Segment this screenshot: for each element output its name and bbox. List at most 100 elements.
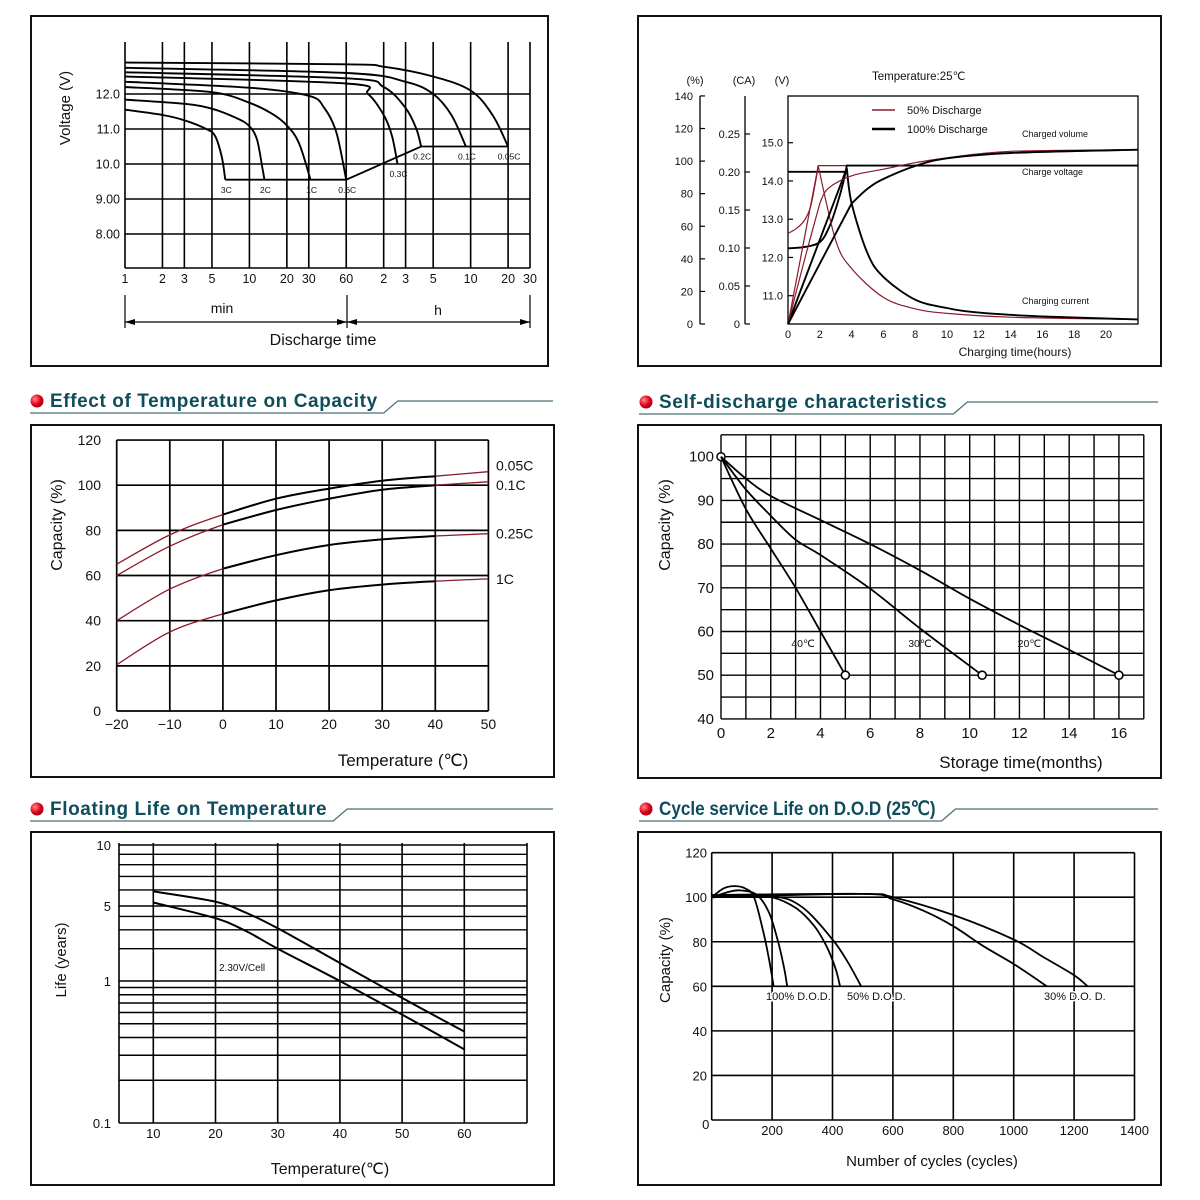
x-tick-label: 0 bbox=[785, 329, 791, 341]
x-tick-label: 30 bbox=[270, 1126, 284, 1141]
x-tick-label: 10 bbox=[464, 272, 478, 286]
annotation-charge-voltage: Charge voltage bbox=[1022, 167, 1083, 177]
x-tick-label: 10 bbox=[941, 329, 953, 341]
x-tick-label: 600 bbox=[882, 1123, 904, 1138]
current-tick-label: 0.10 bbox=[719, 243, 740, 255]
float-voltage-annotation: 2.30V/Cell bbox=[219, 963, 265, 974]
y-tick-label: 120 bbox=[78, 432, 102, 448]
x-axis-title: Number of cycles (cycles) bbox=[846, 1153, 1018, 1170]
cycle-life-curve bbox=[711, 885, 775, 987]
x-tick-label: 0 bbox=[219, 716, 227, 732]
series-label: 0.2C bbox=[413, 152, 431, 162]
y-tick-label: 20 bbox=[85, 658, 101, 674]
chart-panel-frame bbox=[637, 15, 1162, 367]
x-tick-label: 10 bbox=[242, 272, 256, 286]
series-label: 30℃ bbox=[908, 638, 932, 650]
header-rule bbox=[30, 808, 553, 822]
y-tick-label: 80 bbox=[85, 522, 101, 538]
self-discharge-curve bbox=[720, 456, 983, 676]
x-tick-label: 30 bbox=[302, 272, 316, 286]
chart-panel-frame bbox=[637, 424, 1162, 779]
current-tick-label: 0.05 bbox=[719, 281, 740, 293]
y-axis-title: Life (years) bbox=[53, 922, 70, 997]
header-cycle-life: Cycle service Life on D.O.D (25℃) bbox=[659, 798, 936, 819]
range-label-h: h bbox=[434, 302, 442, 318]
x-tick-label: 5 bbox=[208, 272, 215, 286]
y-tick-label: 80 bbox=[693, 935, 707, 950]
percent-tick-label: 100 bbox=[675, 156, 693, 168]
x-tick-label: 10 bbox=[268, 716, 284, 732]
y-tick-label: 50 bbox=[697, 667, 714, 684]
x-tick-label: 0 bbox=[717, 725, 725, 742]
percent-tick-label: 140 bbox=[675, 91, 693, 103]
x-tick-label: 20 bbox=[501, 272, 515, 286]
x-tick-label: 30 bbox=[523, 272, 537, 286]
x-tick-label: 1400 bbox=[1120, 1123, 1149, 1138]
header-rule bbox=[639, 808, 1158, 822]
y-tick-label: 60 bbox=[85, 568, 101, 584]
annotation-charging-current: Charging current bbox=[1022, 296, 1090, 306]
x-axis-title: Temperature(℃) bbox=[271, 1161, 389, 1178]
y-tick-label: 100 bbox=[685, 890, 707, 905]
capacity-curve-1C bbox=[116, 578, 489, 666]
x-tick-label: 800 bbox=[942, 1123, 964, 1138]
discharge-curve-1C bbox=[124, 86, 312, 180]
y-tick-label: 11.0 bbox=[97, 123, 120, 137]
voltage-tick-label: 11.0 bbox=[762, 291, 783, 303]
discharge-curve-2C bbox=[124, 98, 266, 180]
capacity-curve-0.25C bbox=[116, 533, 489, 622]
red-bullet-icon bbox=[639, 802, 653, 816]
voltage-tick-label: 13.0 bbox=[762, 214, 783, 226]
x-tick-label: 2 bbox=[767, 725, 775, 742]
series-label: 40℃ bbox=[791, 638, 815, 650]
x-tick-label: 20 bbox=[208, 1126, 222, 1141]
y-tick-label: 40 bbox=[697, 711, 714, 728]
x-axis-title: Storage time(months) bbox=[939, 753, 1102, 772]
x-tick-label: 16 bbox=[1036, 329, 1048, 341]
x-tick-label: 60 bbox=[339, 272, 353, 286]
x-tick-label: 400 bbox=[822, 1123, 844, 1138]
y-tick-label: 40 bbox=[693, 1024, 707, 1039]
red-bullet-icon bbox=[639, 395, 653, 409]
cutoff-voltage-line bbox=[225, 145, 509, 181]
capacity-curve-0.1C-measured bbox=[222, 484, 436, 526]
end-point-marker bbox=[840, 670, 851, 681]
x-tick-label: 4 bbox=[849, 329, 855, 341]
self-discharge-curve bbox=[720, 456, 847, 676]
x-tick-label: 8 bbox=[912, 329, 918, 341]
series-label: 0.25C bbox=[496, 526, 533, 542]
y-tick-label: 90 bbox=[697, 492, 714, 509]
y-axis-title: Capacity (%) bbox=[49, 479, 66, 571]
y-tick-label: 40 bbox=[85, 613, 101, 629]
x-tick-label: 1 bbox=[122, 272, 129, 286]
x-tick-label: 8 bbox=[916, 725, 924, 742]
x-tick-label: 18 bbox=[1068, 329, 1080, 341]
header-floating-life: Floating Life on Temperature bbox=[50, 799, 327, 820]
capacity-curve-1C-measured bbox=[222, 580, 436, 615]
plot-area-frame bbox=[787, 95, 1139, 325]
voltage-tick-label: 15.0 bbox=[762, 138, 783, 150]
annotation-charged-volume: Charged volume bbox=[1022, 129, 1088, 139]
percent-tick-label: 60 bbox=[681, 221, 693, 233]
current-curve bbox=[787, 165, 1138, 325]
end-point-marker bbox=[977, 670, 987, 681]
percent-curve bbox=[787, 148, 1138, 325]
cycle-life-curve bbox=[711, 889, 789, 987]
x-tick-label: 200 bbox=[761, 1123, 783, 1138]
x-tick-label: 3 bbox=[181, 272, 188, 286]
header-rule bbox=[30, 400, 553, 414]
y-tick-label: 20 bbox=[693, 1068, 707, 1083]
capacity-curve-0.25C-measured bbox=[222, 535, 436, 570]
arrowhead-icon bbox=[337, 319, 347, 325]
header-self-discharge: Self-discharge characteristics bbox=[659, 392, 947, 413]
voltage-unit-label: (V) bbox=[775, 75, 790, 87]
discharge-curve-0.2C bbox=[124, 71, 423, 147]
voltage-tick-label: 12.0 bbox=[762, 252, 783, 264]
red-bullet-icon bbox=[30, 802, 44, 816]
x-tick-label: 0 bbox=[702, 1117, 709, 1132]
series-label: 0.05C bbox=[498, 152, 521, 162]
x-tick-label: 20 bbox=[280, 272, 294, 286]
x-tick-label: 1200 bbox=[1060, 1123, 1089, 1138]
red-bullet-icon bbox=[30, 394, 44, 408]
series-label: 3C bbox=[221, 185, 232, 195]
